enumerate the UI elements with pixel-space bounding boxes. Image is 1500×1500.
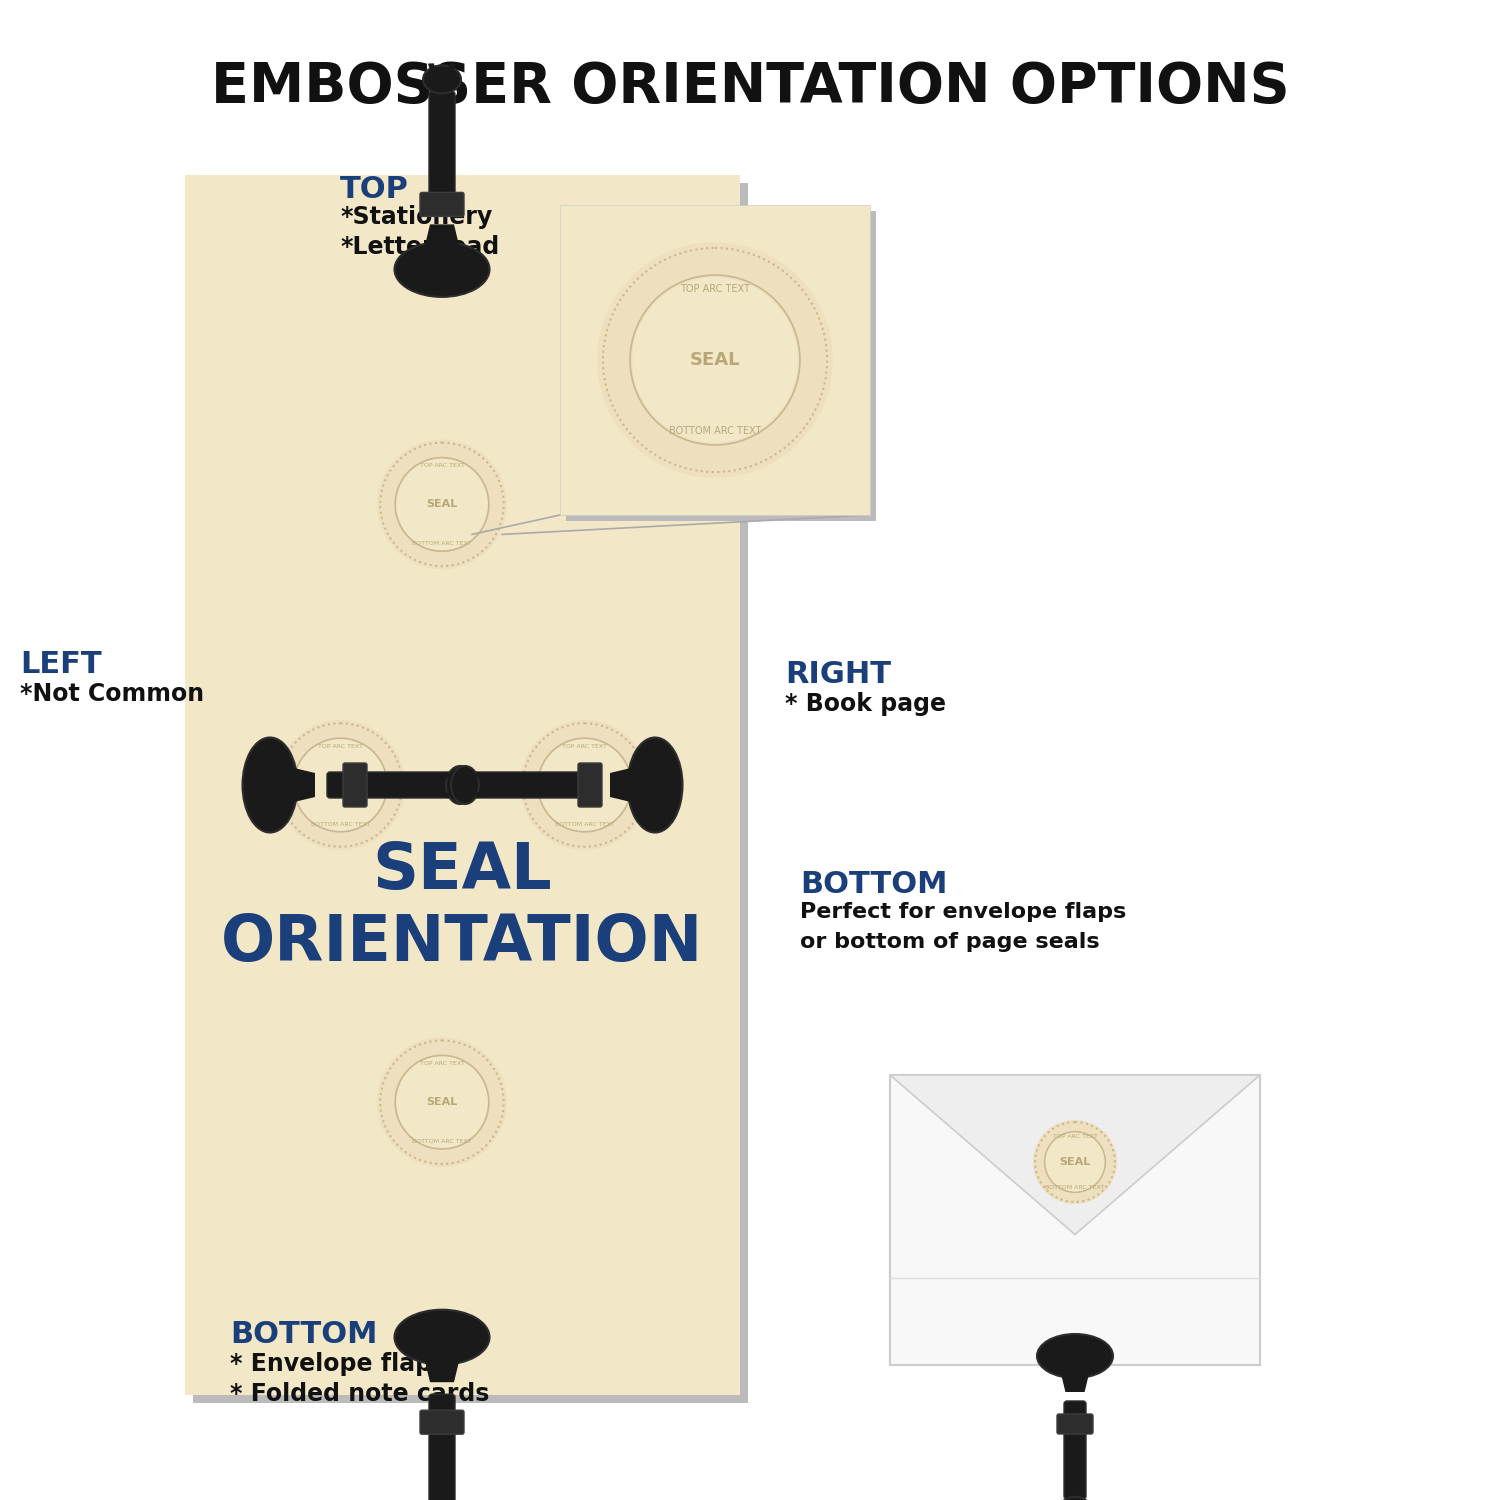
Circle shape	[396, 459, 488, 550]
Ellipse shape	[423, 66, 460, 93]
Circle shape	[519, 720, 650, 850]
Circle shape	[376, 440, 507, 570]
Text: TOP ARC TEXT: TOP ARC TEXT	[420, 1060, 465, 1065]
Text: TOP ARC TEXT: TOP ARC TEXT	[562, 744, 608, 748]
Text: BOTTOM ARC TEXT: BOTTOM ARC TEXT	[413, 1138, 471, 1143]
Text: Perfect for envelope flaps: Perfect for envelope flaps	[800, 902, 1126, 922]
Text: * Envelope flaps: * Envelope flaps	[230, 1352, 447, 1376]
Text: BOTTOM ARC TEXT: BOTTOM ARC TEXT	[310, 822, 370, 827]
Text: *Not Common: *Not Common	[20, 682, 204, 706]
Bar	[560, 206, 870, 514]
Text: TOP ARC TEXT: TOP ARC TEXT	[420, 464, 465, 468]
FancyBboxPatch shape	[1058, 1414, 1094, 1434]
Ellipse shape	[446, 766, 474, 804]
Polygon shape	[890, 1076, 1260, 1234]
Text: SEAL: SEAL	[326, 780, 356, 790]
FancyBboxPatch shape	[420, 1410, 464, 1434]
FancyBboxPatch shape	[429, 1394, 454, 1500]
Text: BOTTOM ARC TEXT: BOTTOM ARC TEXT	[413, 542, 471, 546]
Text: *Stationery: *Stationery	[340, 206, 492, 230]
Text: TOP ARC TEXT: TOP ARC TEXT	[318, 744, 363, 748]
Ellipse shape	[627, 738, 682, 833]
Text: * Folded note cards: * Folded note cards	[230, 1382, 489, 1406]
Circle shape	[396, 1056, 488, 1148]
Text: RIGHT: RIGHT	[784, 660, 891, 688]
Text: BOTTOM: BOTTOM	[800, 870, 948, 898]
Ellipse shape	[243, 738, 297, 833]
Polygon shape	[1060, 1372, 1089, 1392]
Circle shape	[597, 242, 832, 478]
Ellipse shape	[1036, 1334, 1113, 1378]
Text: or bottom of page seals: or bottom of page seals	[800, 932, 1100, 952]
Ellipse shape	[1060, 1497, 1090, 1500]
Text: * Book page: * Book page	[784, 692, 946, 715]
FancyBboxPatch shape	[344, 764, 368, 807]
FancyBboxPatch shape	[578, 764, 602, 807]
Polygon shape	[610, 766, 634, 802]
FancyBboxPatch shape	[327, 772, 448, 798]
Ellipse shape	[394, 242, 489, 297]
Text: SEAL: SEAL	[568, 780, 600, 790]
Bar	[890, 1076, 1260, 1365]
Polygon shape	[290, 766, 315, 802]
Text: SEAL: SEAL	[690, 351, 741, 369]
Text: BOTTOM ARC TEXT: BOTTOM ARC TEXT	[669, 426, 760, 436]
Text: BOTTOM ARC TEXT: BOTTOM ARC TEXT	[555, 822, 615, 827]
Circle shape	[376, 1036, 507, 1167]
Text: *Letterhead: *Letterhead	[340, 236, 500, 260]
Circle shape	[538, 740, 630, 831]
Circle shape	[296, 740, 386, 831]
FancyBboxPatch shape	[429, 92, 454, 213]
Ellipse shape	[452, 766, 478, 804]
Circle shape	[633, 278, 798, 442]
Bar	[566, 211, 876, 520]
Polygon shape	[424, 225, 460, 249]
Text: SEAL
ORIENTATION: SEAL ORIENTATION	[220, 840, 704, 974]
Text: BOTTOM ARC TEXT: BOTTOM ARC TEXT	[1046, 1185, 1104, 1190]
Bar	[184, 176, 740, 1395]
Text: SEAL: SEAL	[426, 1096, 458, 1107]
Text: TOP ARC TEXT: TOP ARC TEXT	[1053, 1134, 1098, 1140]
Circle shape	[1034, 1120, 1118, 1204]
Text: SEAL: SEAL	[426, 500, 458, 510]
Text: TOP: TOP	[340, 176, 410, 204]
Text: LEFT: LEFT	[20, 650, 102, 680]
Ellipse shape	[394, 1310, 489, 1365]
Bar	[194, 183, 748, 1402]
Circle shape	[276, 720, 405, 850]
Text: EMBOSSER ORIENTATION OPTIONS: EMBOSSER ORIENTATION OPTIONS	[210, 60, 1290, 114]
FancyBboxPatch shape	[477, 772, 598, 798]
FancyBboxPatch shape	[1064, 1401, 1086, 1498]
Polygon shape	[424, 1358, 460, 1382]
Text: TOP ARC TEXT: TOP ARC TEXT	[680, 284, 750, 294]
Circle shape	[1046, 1132, 1104, 1191]
Text: SEAL: SEAL	[1059, 1156, 1090, 1167]
FancyBboxPatch shape	[420, 192, 464, 216]
Text: BOTTOM: BOTTOM	[230, 1320, 378, 1348]
